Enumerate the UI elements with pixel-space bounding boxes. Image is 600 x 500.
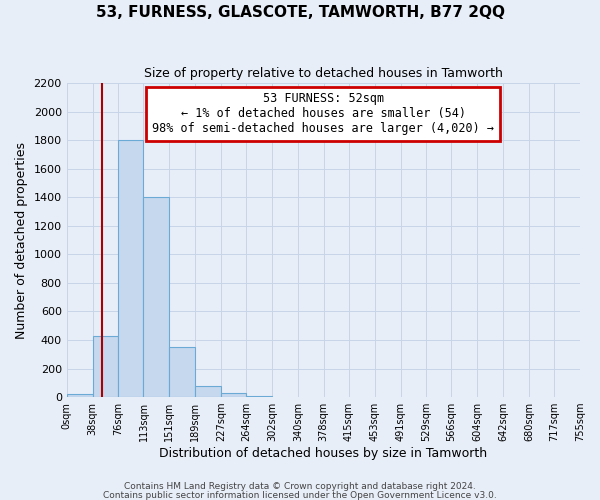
Bar [169, 347, 195, 397]
Bar [246, 396, 272, 397]
Y-axis label: Number of detached properties: Number of detached properties [15, 142, 28, 338]
Text: 53 FURNESS: 52sqm
← 1% of detached houses are smaller (54)
98% of semi-detached : 53 FURNESS: 52sqm ← 1% of detached house… [152, 92, 494, 136]
Bar [118, 140, 143, 397]
Title: Size of property relative to detached houses in Tamworth: Size of property relative to detached ho… [144, 68, 503, 80]
Text: 53, FURNESS, GLASCOTE, TAMWORTH, B77 2QQ: 53, FURNESS, GLASCOTE, TAMWORTH, B77 2QQ [95, 5, 505, 20]
Bar [143, 197, 169, 397]
Text: Contains public sector information licensed under the Open Government Licence v3: Contains public sector information licen… [103, 490, 497, 500]
X-axis label: Distribution of detached houses by size in Tamworth: Distribution of detached houses by size … [159, 447, 487, 460]
Bar [221, 393, 246, 397]
Bar [92, 336, 118, 397]
Text: Contains HM Land Registry data © Crown copyright and database right 2024.: Contains HM Land Registry data © Crown c… [124, 482, 476, 491]
Bar [195, 386, 221, 397]
Bar [67, 394, 92, 397]
